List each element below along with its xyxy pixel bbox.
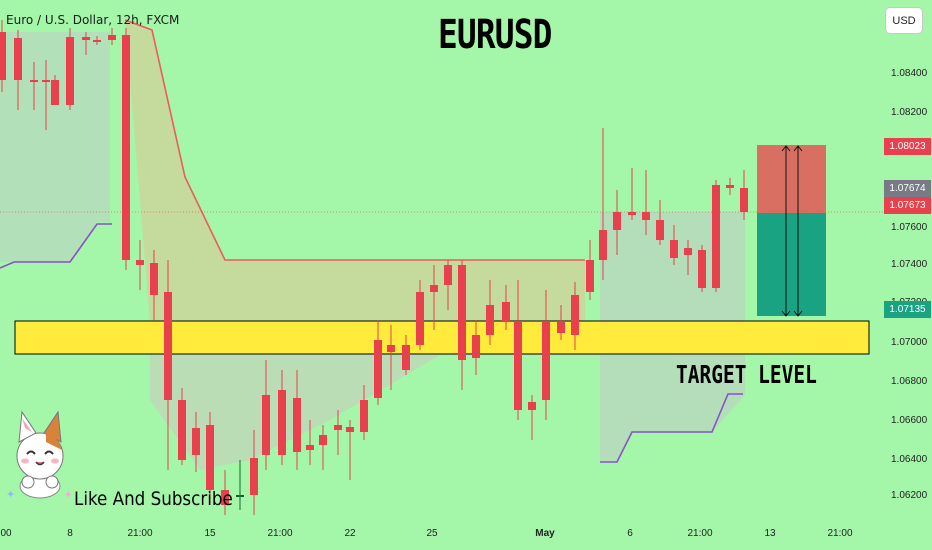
candle-body xyxy=(150,263,158,295)
trail-line-left xyxy=(0,223,112,269)
target-zone xyxy=(14,320,870,355)
candle-body xyxy=(726,185,734,188)
candle-body xyxy=(30,80,38,82)
candle-body xyxy=(306,445,314,450)
arrow-head-down xyxy=(793,310,803,317)
trail-line-right xyxy=(600,393,743,463)
price-tick-label: 1.06200 xyxy=(891,490,928,501)
candle-body xyxy=(346,427,354,432)
candle-body xyxy=(557,322,565,333)
price-tick-label: 1.06800 xyxy=(891,376,928,387)
candle-body xyxy=(387,345,395,352)
candle-body xyxy=(278,390,286,455)
candle-body xyxy=(178,400,186,460)
candle-body xyxy=(740,188,748,212)
descending-cloud-area xyxy=(125,20,585,322)
price-tick-label: 1.08200 xyxy=(891,107,928,118)
candle-body xyxy=(293,398,301,452)
candle-body xyxy=(93,40,101,42)
time-tick-label: 21:00 xyxy=(127,528,153,539)
candle-body xyxy=(684,248,692,255)
time-tick-label: May xyxy=(535,528,555,539)
chart-title: EURUSD xyxy=(438,12,552,58)
arrow-head-up xyxy=(781,145,791,152)
candle-body xyxy=(444,265,452,285)
candle-body xyxy=(571,295,579,335)
price-tick-label: 1.08400 xyxy=(891,68,928,79)
subscribe-caption: Like And Subscribe xyxy=(74,488,233,510)
candle-body xyxy=(122,35,130,260)
candle-body xyxy=(586,260,594,292)
price-tick-label: 1.07600 xyxy=(891,222,928,233)
candle-body xyxy=(236,495,244,497)
stop-loss-area xyxy=(757,145,826,213)
candle-body xyxy=(82,37,90,40)
price-tag: 1.07674 xyxy=(884,180,931,197)
candle-body xyxy=(206,425,214,490)
price-tag: 1.07673 xyxy=(884,197,931,214)
price-tick-label: 1.06600 xyxy=(891,415,928,426)
candle-body xyxy=(221,490,229,505)
candle-body xyxy=(502,302,510,322)
candle-body xyxy=(670,240,678,258)
arrow-head-up xyxy=(793,145,803,152)
target-level-label: TARGET LEVEL xyxy=(676,360,817,389)
candle-body xyxy=(14,38,22,80)
candle-body xyxy=(319,435,327,445)
time-tick-label: 25 xyxy=(426,528,438,539)
time-tick-label: 22 xyxy=(344,528,356,539)
candle-body xyxy=(262,395,270,455)
candle-body xyxy=(108,35,116,40)
price-tag: 1.08023 xyxy=(884,138,931,155)
candle-body xyxy=(514,322,522,410)
candle-body xyxy=(656,220,664,240)
candle-body xyxy=(402,345,410,370)
candle-body xyxy=(642,212,650,220)
candle-body xyxy=(250,458,258,495)
left-cloud-area xyxy=(0,32,110,262)
time-tick-label: 13 xyxy=(764,528,776,539)
candle-body xyxy=(430,285,438,292)
candle-body xyxy=(192,428,200,455)
time-tick-label: 21:00 xyxy=(687,528,713,539)
currency-button[interactable]: USD xyxy=(885,7,923,34)
arrow-head-down xyxy=(781,310,791,317)
price-tick-label: 1.07400 xyxy=(891,259,928,270)
candle-body xyxy=(416,292,424,345)
candle-body xyxy=(458,265,466,360)
symbol-description: Euro / U.S. Dollar, 12h, FXCM xyxy=(6,13,180,27)
time-tick-label: 21:00 xyxy=(827,528,853,539)
candle-body xyxy=(66,37,74,105)
time-tick-label: 8 xyxy=(67,528,73,539)
time-tick-label: 00 xyxy=(0,528,12,539)
candle-body xyxy=(334,425,342,430)
resistance-line xyxy=(124,19,585,261)
candle-body xyxy=(628,212,636,215)
candle-body xyxy=(613,212,621,230)
candle-body xyxy=(136,260,144,265)
price-tag: 1.07135 xyxy=(884,301,931,318)
time-tick-label: 15 xyxy=(204,528,216,539)
candle-body xyxy=(542,322,550,400)
candle-body xyxy=(42,80,50,82)
candle-body xyxy=(360,400,368,432)
candle-body xyxy=(712,185,720,288)
price-tick-label: 1.07000 xyxy=(891,337,928,348)
candle-body xyxy=(472,335,480,358)
time-tick-label: 21:00 xyxy=(267,528,293,539)
candle-body xyxy=(51,80,59,105)
candle-body xyxy=(528,402,536,410)
candle-body xyxy=(0,32,6,80)
candle-body xyxy=(698,250,706,288)
candle-body xyxy=(164,292,172,400)
candle-body xyxy=(599,230,607,260)
take-profit-area xyxy=(757,213,826,316)
time-tick-label: 6 xyxy=(627,528,633,539)
candle-body xyxy=(486,305,494,335)
price-tick-label: 1.06400 xyxy=(891,454,928,465)
candle-body xyxy=(374,340,382,398)
